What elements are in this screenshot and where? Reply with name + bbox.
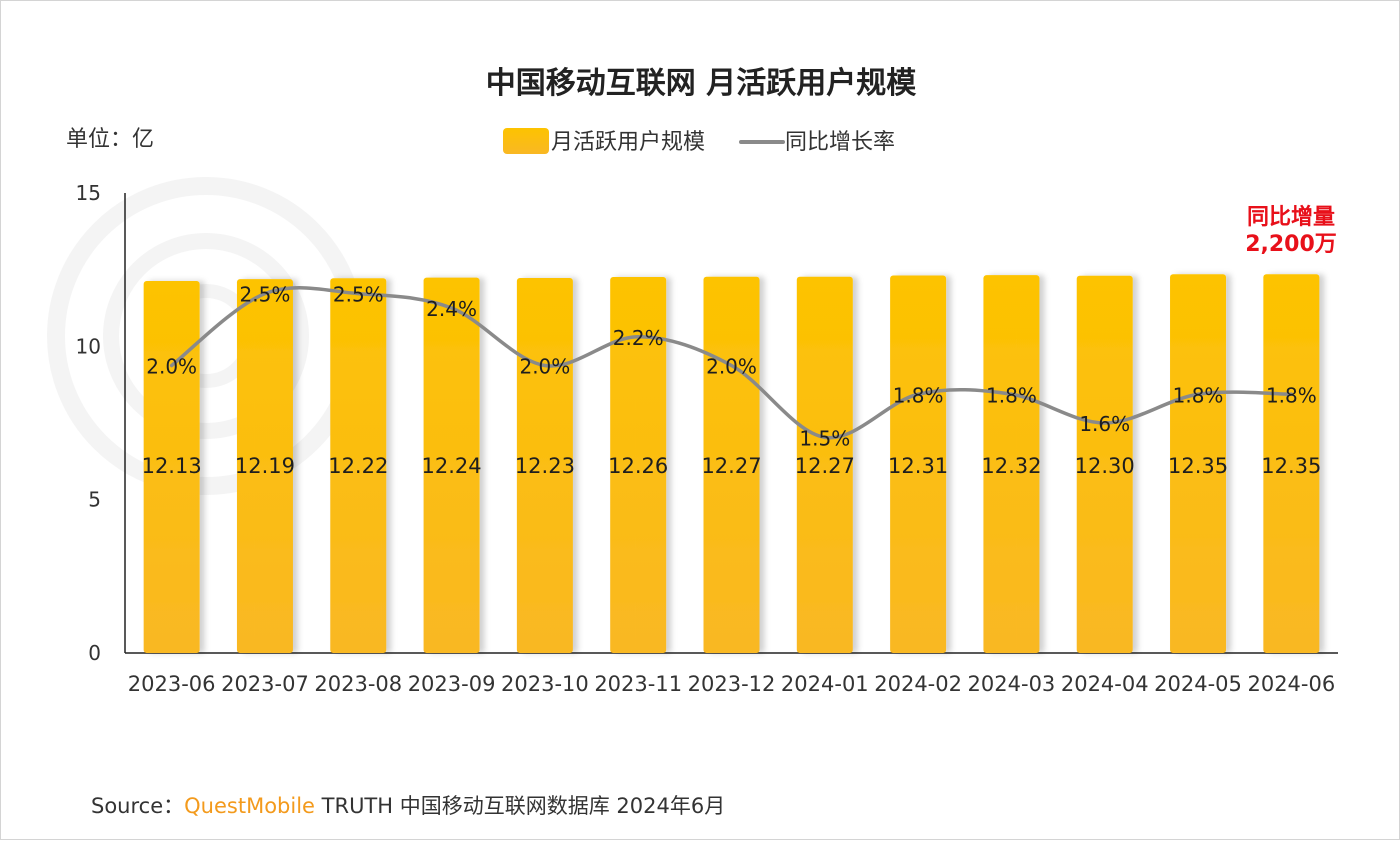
x-tick-label: 2024-01 — [781, 672, 869, 696]
x-tick-label: 2023-08 — [314, 672, 402, 696]
growth-rate-label: 1.6% — [1079, 412, 1130, 436]
bar — [1076, 275, 1133, 653]
legend-bar-swatch — [503, 128, 549, 154]
legend-line-label: 同比增长率 — [785, 130, 895, 155]
x-tick-label: 2024-06 — [1247, 672, 1335, 696]
x-tick-label: 2023-06 — [128, 672, 216, 696]
source-prefix: Source： — [91, 794, 184, 818]
bar-value-label: 12.24 — [422, 454, 482, 478]
source-brand: QuestMobile — [184, 794, 315, 818]
bar-value-label: 12.35 — [1261, 454, 1321, 478]
bar-value-labels: 12.13 12.19 12.22 12.24 12.23 12.26 12.27 12.27… — [142, 454, 1322, 478]
annotation-line-1: 同比增量 — [1247, 204, 1335, 230]
bar-value-label: 12.26 — [608, 454, 668, 478]
bar-value-label: 12.23 — [515, 454, 575, 478]
growth-rate-label: 2.5% — [333, 283, 384, 307]
bar-value-label: 12.27 — [795, 454, 855, 478]
bar-value-label: 12.13 — [142, 454, 202, 478]
bar — [330, 278, 387, 653]
growth-rate-label: 2.5% — [240, 283, 291, 307]
x-tick-label: 2024-03 — [968, 672, 1056, 696]
y-tick-label: 0 — [88, 641, 101, 665]
x-tick-label: 2023-07 — [221, 672, 309, 696]
bar-value-label: 12.27 — [701, 454, 761, 478]
growth-rate-label: 2.2% — [613, 326, 664, 350]
bar — [703, 276, 760, 653]
x-tick-label: 2023-11 — [594, 672, 682, 696]
x-tick-label: 2023-12 — [688, 672, 776, 696]
source-rest: TRUTH 中国移动互联网数据库 2024年6月 — [315, 794, 725, 818]
source-note: Source：QuestMobile TRUTH 中国移动互联网数据库 2024… — [91, 794, 725, 818]
growth-rate-label: 1.5% — [799, 426, 850, 450]
growth-rate-label: 1.8% — [1173, 383, 1224, 407]
unit-label: 单位：亿 — [66, 127, 154, 152]
growth-rate-label: 1.8% — [986, 383, 1037, 407]
x-tick-label: 2024-05 — [1154, 672, 1242, 696]
y-tick-label: 15 — [76, 181, 101, 205]
growth-rate-label: 2.0% — [146, 355, 197, 379]
bar-value-label: 12.22 — [328, 454, 388, 478]
bar-value-label: 12.32 — [981, 454, 1041, 478]
bar — [796, 276, 853, 653]
growth-rate-label: 2.0% — [519, 355, 570, 379]
bar — [890, 275, 947, 653]
bar-value-label: 12.35 — [1168, 454, 1228, 478]
bar-value-label: 12.30 — [1075, 454, 1135, 478]
bar-value-label: 12.19 — [235, 454, 295, 478]
bar — [143, 281, 200, 653]
y-tick-label: 5 — [88, 488, 101, 512]
bar — [1170, 274, 1227, 653]
growth-rate-label: 2.0% — [706, 355, 757, 379]
legend-bar-label: 月活跃用户规模 — [551, 130, 705, 155]
growth-rate-label: 1.8% — [893, 383, 944, 407]
bar — [516, 277, 573, 653]
growth-rate-line — [169, 286, 1294, 440]
x-tick-label: 2024-02 — [874, 672, 962, 696]
x-tick-label: 2023-10 — [501, 672, 589, 696]
bar — [983, 275, 1040, 653]
growth-line — [169, 286, 1294, 440]
y-tick-label: 10 — [76, 334, 101, 358]
growth-rate-label: 1.8% — [1266, 383, 1317, 407]
bars — [143, 274, 1320, 653]
chart-title: 中国移动互联网 月活跃用户规模 — [486, 66, 916, 101]
bar — [236, 279, 293, 653]
y-ticks: 0 5 10 15 — [76, 181, 101, 665]
x-ticks: 2023-06 2023-07 2023-08 2023-09 2023-10 2023-… — [128, 672, 1335, 696]
x-tick-label: 2023-09 — [408, 672, 496, 696]
bar — [423, 277, 480, 653]
bar — [610, 277, 667, 653]
annotation-line-2: 2,200万 — [1245, 232, 1337, 257]
bar — [1263, 274, 1320, 653]
bar-value-label: 12.31 — [888, 454, 948, 478]
x-tick-label: 2024-04 — [1061, 672, 1149, 696]
growth-rate-label: 2.4% — [426, 297, 477, 321]
legend: 月活跃用户规模 同比增长率 — [503, 128, 895, 155]
growth-rate-labels: 2.0% 2.5% 2.5% 2.4% 2.0% 2.2% 2.0% 1.5% 1.8% 1.8%… — [146, 283, 1317, 451]
